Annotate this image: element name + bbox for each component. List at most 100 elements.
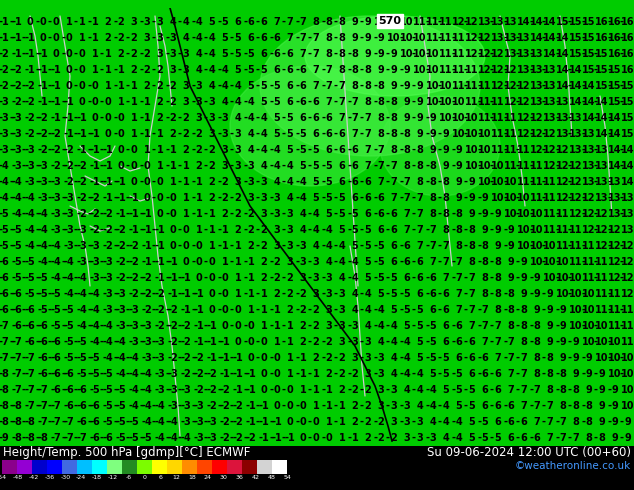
Text: -: - (178, 321, 182, 331)
Text: 14: 14 (608, 113, 622, 123)
Text: 8: 8 (365, 81, 372, 91)
Text: -: - (438, 353, 442, 363)
Text: -: - (243, 209, 247, 219)
Text: 8: 8 (443, 209, 450, 219)
Text: -: - (425, 321, 429, 331)
Text: 11: 11 (543, 193, 557, 203)
Text: 6: 6 (352, 145, 358, 155)
Text: -: - (412, 209, 416, 219)
Text: -: - (581, 81, 585, 91)
Text: -: - (490, 273, 494, 283)
Text: 13: 13 (582, 161, 596, 171)
Text: -5: -5 (103, 369, 113, 379)
Text: 9: 9 (378, 33, 384, 43)
Text: 12: 12 (595, 241, 609, 251)
Text: -: - (490, 433, 494, 443)
Text: -1: -1 (129, 225, 139, 235)
Text: -: - (35, 385, 39, 395)
Text: -: - (347, 225, 351, 235)
Text: 12: 12 (491, 65, 505, 75)
Text: 0: 0 (326, 433, 332, 443)
Bar (62, 460, 77, 474)
Text: 15: 15 (595, 65, 609, 75)
Text: 6: 6 (482, 369, 488, 379)
Text: -7: -7 (11, 369, 22, 379)
Text: 8: 8 (430, 193, 436, 203)
Text: -: - (87, 353, 91, 363)
Text: -: - (360, 289, 364, 299)
Bar (272, 460, 287, 474)
Text: -2: -2 (11, 81, 22, 91)
Text: -: - (100, 369, 104, 379)
Text: 0: 0 (235, 305, 242, 315)
Text: -: - (373, 97, 377, 107)
Text: 14: 14 (595, 129, 609, 139)
Text: 3: 3 (339, 337, 346, 347)
Text: -5: -5 (89, 369, 100, 379)
Text: -: - (35, 433, 39, 443)
Text: -: - (217, 81, 221, 91)
Text: -: - (295, 241, 299, 251)
Text: -: - (412, 273, 416, 283)
Text: -: - (217, 305, 221, 315)
Text: 1: 1 (170, 161, 176, 171)
Text: -: - (100, 433, 104, 443)
Text: 11: 11 (530, 177, 544, 187)
Text: 14: 14 (543, 33, 557, 43)
Text: 4: 4 (339, 241, 346, 251)
Text: 1: 1 (235, 257, 242, 267)
Text: -: - (568, 241, 572, 251)
Text: 3: 3 (430, 433, 436, 443)
Text: 3: 3 (144, 17, 150, 27)
Text: 4: 4 (443, 401, 450, 411)
Text: -: - (412, 81, 416, 91)
Text: -: - (74, 337, 78, 347)
Text: 2: 2 (222, 177, 228, 187)
Text: -3: -3 (11, 129, 22, 139)
Text: 2: 2 (209, 193, 216, 203)
Text: 13: 13 (530, 81, 544, 91)
Text: 13: 13 (556, 113, 570, 123)
Text: -: - (477, 321, 481, 331)
Text: -: - (48, 337, 52, 347)
Text: 6: 6 (391, 209, 398, 219)
Text: 4: 4 (365, 305, 372, 315)
Text: -5: -5 (103, 417, 113, 427)
Text: -: - (204, 113, 208, 123)
Text: -: - (87, 321, 91, 331)
Text: 12: 12 (556, 145, 570, 155)
Text: 14: 14 (530, 33, 544, 43)
Text: -: - (477, 305, 481, 315)
Text: 4: 4 (378, 321, 384, 331)
Text: -: - (568, 177, 572, 187)
Text: 0: 0 (261, 337, 268, 347)
Text: -2: -2 (233, 417, 243, 427)
Text: -1: -1 (207, 321, 217, 331)
Text: 2: 2 (365, 401, 372, 411)
Text: -6: -6 (25, 321, 36, 331)
Text: 6: 6 (391, 225, 398, 235)
Text: -: - (360, 65, 364, 75)
Text: -5: -5 (115, 401, 126, 411)
Text: -: - (451, 321, 455, 331)
Text: -: - (529, 241, 533, 251)
Text: -: - (620, 321, 624, 331)
Text: -: - (61, 225, 65, 235)
Text: -2: -2 (207, 369, 217, 379)
Text: -4: -4 (11, 209, 22, 219)
Text: 3: 3 (222, 161, 228, 171)
Text: 13: 13 (621, 193, 634, 203)
Text: 12: 12 (543, 145, 557, 155)
Text: 24: 24 (204, 475, 212, 480)
Text: -: - (399, 17, 403, 27)
Text: 2: 2 (365, 417, 372, 427)
Text: -: - (464, 81, 468, 91)
Text: -: - (360, 193, 364, 203)
Text: -3: -3 (0, 129, 10, 139)
Text: -8: -8 (25, 417, 36, 427)
Text: 11: 11 (413, 17, 427, 27)
Text: -6: -6 (25, 305, 36, 315)
Text: -: - (464, 289, 468, 299)
Text: 5: 5 (443, 369, 450, 379)
Text: -: - (269, 369, 273, 379)
